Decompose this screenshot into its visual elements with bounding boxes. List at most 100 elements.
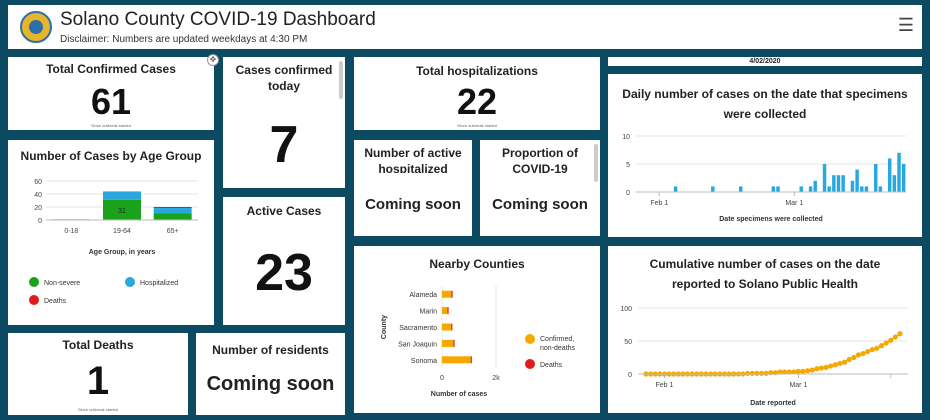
y-tick-label: 20	[34, 205, 42, 212]
bar-hospitalized	[103, 191, 141, 200]
daily-bar	[897, 152, 901, 192]
daily-chart-title: Daily number of cases on the date that s…	[622, 87, 908, 121]
x-tick-label: 65+	[167, 228, 179, 235]
data-point	[832, 362, 838, 368]
daily-bar	[855, 169, 859, 192]
daily-bar	[860, 186, 864, 192]
data-point	[791, 369, 797, 375]
total-deaths-title: Total Deaths	[62, 338, 134, 352]
daily-bar	[711, 186, 715, 192]
y-tick-label: Sacramento	[399, 325, 437, 332]
y-tick-label: 50	[624, 339, 632, 346]
proportion-card: Proportion of COVID-19 Coming soon	[480, 140, 600, 236]
data-point	[865, 348, 871, 355]
legend-label: Deaths	[44, 298, 67, 305]
legend-marker	[29, 277, 39, 287]
age-group-card: Number of Cases by Age Group 0 20 40 60 0-18…	[8, 140, 214, 325]
data-point	[758, 370, 765, 376]
daily-bar	[813, 180, 817, 192]
daily-bar	[841, 175, 845, 192]
data-point	[814, 366, 820, 372]
data-point	[883, 340, 889, 346]
hamburger-menu-icon[interactable]: ☰	[897, 15, 914, 35]
legend-label: Confirmed, non-deaths	[540, 336, 576, 352]
total-confirmed-value: 61	[90, 81, 132, 122]
y-tick-label: 5	[626, 162, 630, 169]
total-hospitalizations-card: Total hospitalizations 22 Since outbreak…	[354, 57, 600, 130]
y-tick-label: Alameda	[409, 292, 437, 299]
residents-card: Number of residents Coming soon	[196, 333, 345, 415]
bar-non-severe	[153, 213, 192, 220]
legend-marker	[525, 359, 535, 369]
data-point	[777, 369, 783, 375]
y-tick-label: 0	[628, 372, 632, 379]
nearby-counties-card: Nearby Counties 0 2k Alameda Marin Sacrament…	[354, 246, 600, 413]
y-tick-label: 0	[626, 190, 630, 197]
legend-marker	[125, 277, 135, 287]
data-point	[800, 368, 806, 374]
legend-label: Non-severe	[44, 280, 80, 287]
expand-icon[interactable]: ✥	[207, 54, 219, 66]
data-point	[874, 345, 880, 351]
daily-bar	[776, 186, 780, 192]
daily-bar	[887, 158, 892, 192]
cumulative-cases-card: Cumulative number of cases on the date r…	[608, 246, 922, 413]
county-seal-logo	[20, 11, 52, 43]
daily-bar	[892, 175, 897, 192]
daily-bar	[771, 186, 776, 192]
daily-cases-chart: 0 5 10 Feb 1 Mar 1 Date specimens were collec…	[622, 134, 906, 223]
date-bar: 4/02/2020	[608, 57, 922, 66]
daily-bar	[799, 186, 803, 192]
confirmed-today-title: Cases confirmed today	[235, 63, 333, 93]
active-cases-card: Active Cases 23	[223, 197, 345, 325]
dashboard-header: Solano County COVID-19 Dashboard Disclai…	[8, 5, 922, 49]
active-hosp-title: Number of active hospitalized cases	[364, 146, 462, 173]
x-tick-label: Mar 1	[785, 200, 803, 207]
data-point	[837, 360, 843, 367]
y-tick-label: 0	[38, 218, 42, 225]
proportion-title: Proportion of COVID-19	[502, 146, 578, 173]
scrollbar[interactable]	[339, 61, 343, 99]
data-point	[828, 363, 834, 369]
cumulative-cases-chart: 0 50 100 Feb 1 Mar 1 Date reported	[620, 306, 908, 407]
bar-deaths	[447, 307, 449, 315]
data-point	[888, 337, 894, 343]
bar-deaths	[451, 323, 453, 331]
bar-confirmed	[442, 339, 454, 347]
x-tick-label: 2k	[492, 375, 500, 382]
x-tick-label: Mar 1	[789, 382, 807, 389]
y-tick-label: 100	[620, 306, 632, 313]
scrollbar[interactable]	[594, 144, 598, 182]
data-point	[745, 370, 751, 376]
daily-bar	[739, 186, 743, 192]
cumulative-chart-title: Cumulative number of cases on the date r…	[649, 257, 881, 291]
bar-deaths	[153, 207, 192, 208]
disclaimer-text: Disclaimer: Numbers are updated weekdays…	[60, 34, 308, 45]
bar-confirmed	[442, 356, 471, 364]
daily-bar	[827, 186, 831, 192]
data-point	[781, 369, 788, 375]
legend-label: Hospitalized	[140, 280, 178, 287]
data-point	[846, 356, 852, 363]
y-tick-label: 60	[34, 179, 42, 186]
data-point	[869, 346, 875, 353]
data-point	[892, 334, 898, 340]
total-hosp-note: Since outbreak started	[456, 123, 498, 128]
total-hosp-title: Total hospitalizations	[416, 64, 538, 78]
x-axis-title: Age Group, in years	[89, 249, 156, 256]
daily-bar	[673, 186, 678, 192]
total-confirmed-card: Total Confirmed Cases 61 Since outbreak …	[8, 57, 214, 130]
y-tick-label: San Joaquin	[398, 341, 437, 348]
total-deaths-card: Total Deaths 1 Since outbreak started	[8, 333, 188, 415]
total-hosp-value: 22	[456, 81, 498, 122]
y-tick-label: Sonoma	[411, 358, 437, 365]
x-tick-label: Feb 1	[656, 382, 674, 389]
total-deaths-note: Since outbreak started	[77, 407, 119, 412]
y-axis-title: County	[381, 315, 388, 339]
data-label: 31	[118, 208, 126, 215]
date-text: 4/02/2020	[749, 58, 781, 65]
daily-bar	[864, 186, 869, 192]
active-cases-title: Active Cases	[246, 204, 322, 218]
legend-marker	[525, 334, 535, 344]
age-group-chart: 0 20 40 60 0-18 31 19-64 65+ Age Group, in years…	[29, 179, 198, 305]
